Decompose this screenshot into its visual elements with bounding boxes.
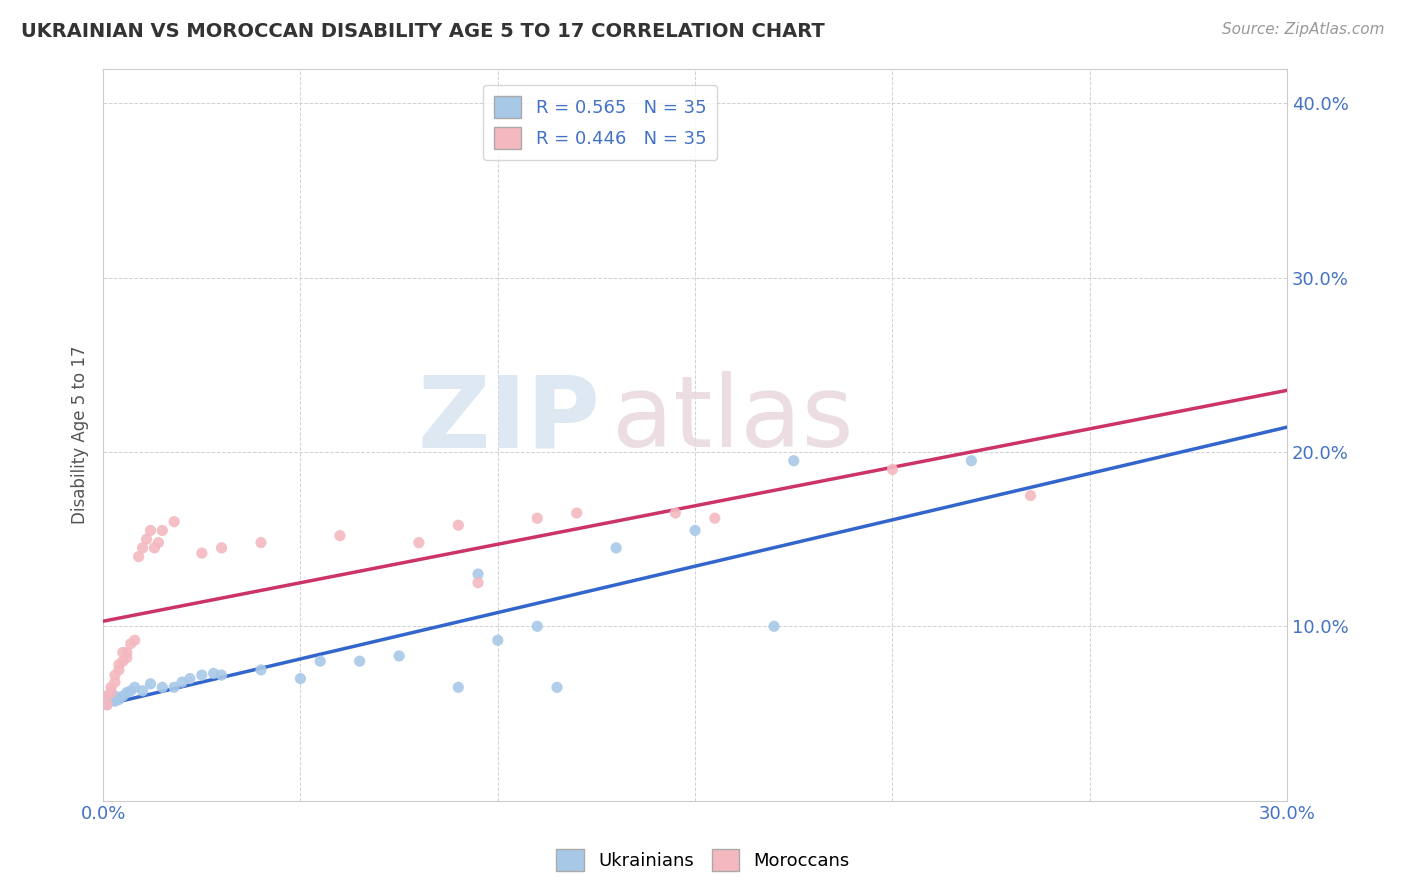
Point: [120, 683, 142, 698]
Point: [1019, 489, 1042, 503]
Point: [108, 663, 131, 677]
Point: [211, 668, 233, 682]
Point: [115, 650, 138, 665]
Point: [605, 541, 627, 555]
Point: [763, 619, 786, 633]
Text: atlas: atlas: [612, 371, 853, 468]
Point: [100, 681, 122, 695]
Point: [108, 692, 131, 706]
Point: [111, 654, 134, 668]
Point: [683, 524, 706, 538]
Point: [329, 529, 352, 543]
Point: [211, 541, 233, 555]
Point: [163, 515, 186, 529]
Point: [882, 462, 904, 476]
Point: [108, 657, 131, 672]
Y-axis label: Disability Age 5 to 17: Disability Age 5 to 17: [72, 345, 89, 524]
Point: [96, 689, 118, 703]
Point: [388, 648, 411, 663]
Point: [124, 633, 146, 648]
Point: [565, 506, 588, 520]
Point: [467, 567, 489, 582]
Point: [467, 575, 489, 590]
Point: [143, 541, 166, 555]
Text: ZIP: ZIP: [418, 371, 600, 468]
Point: [202, 666, 225, 681]
Point: [115, 645, 138, 659]
Point: [131, 683, 153, 698]
Point: [104, 675, 127, 690]
Point: [96, 698, 118, 712]
Point: [309, 654, 332, 668]
Point: [191, 668, 214, 682]
Point: [124, 681, 146, 695]
Point: [783, 453, 806, 467]
Point: [128, 549, 150, 564]
Point: [150, 681, 173, 695]
Legend: R = 0.565   N = 35, R = 0.446   N = 35: R = 0.565 N = 35, R = 0.446 N = 35: [484, 85, 717, 160]
Point: [960, 453, 983, 467]
Point: [486, 633, 509, 648]
Point: [100, 692, 122, 706]
Point: [111, 645, 134, 659]
Legend: Ukrainians, Moroccans: Ukrainians, Moroccans: [550, 842, 856, 879]
Point: [163, 681, 186, 695]
Point: [139, 677, 162, 691]
Point: [179, 672, 201, 686]
Point: [104, 689, 127, 703]
Point: [139, 524, 162, 538]
Point: [408, 535, 430, 549]
Point: [115, 685, 138, 699]
Point: [100, 685, 122, 699]
Point: [349, 654, 371, 668]
Point: [170, 675, 193, 690]
Point: [104, 668, 127, 682]
Point: [250, 663, 273, 677]
Point: [148, 535, 170, 549]
Point: [191, 546, 214, 560]
Point: [526, 619, 548, 633]
Point: [120, 637, 142, 651]
Point: [150, 524, 173, 538]
Point: [526, 511, 548, 525]
Point: [447, 518, 470, 533]
Point: [546, 681, 568, 695]
Point: [131, 541, 153, 555]
Point: [96, 689, 118, 703]
Point: [447, 681, 470, 695]
Text: Source: ZipAtlas.com: Source: ZipAtlas.com: [1222, 22, 1385, 37]
Point: [100, 685, 122, 699]
Point: [703, 511, 725, 525]
Point: [664, 506, 686, 520]
Text: UKRAINIAN VS MOROCCAN DISABILITY AGE 5 TO 17 CORRELATION CHART: UKRAINIAN VS MOROCCAN DISABILITY AGE 5 T…: [21, 22, 825, 41]
Point: [250, 535, 273, 549]
Point: [111, 689, 134, 703]
Point: [135, 532, 157, 546]
Point: [290, 672, 312, 686]
Point: [96, 698, 118, 712]
Point: [104, 694, 127, 708]
